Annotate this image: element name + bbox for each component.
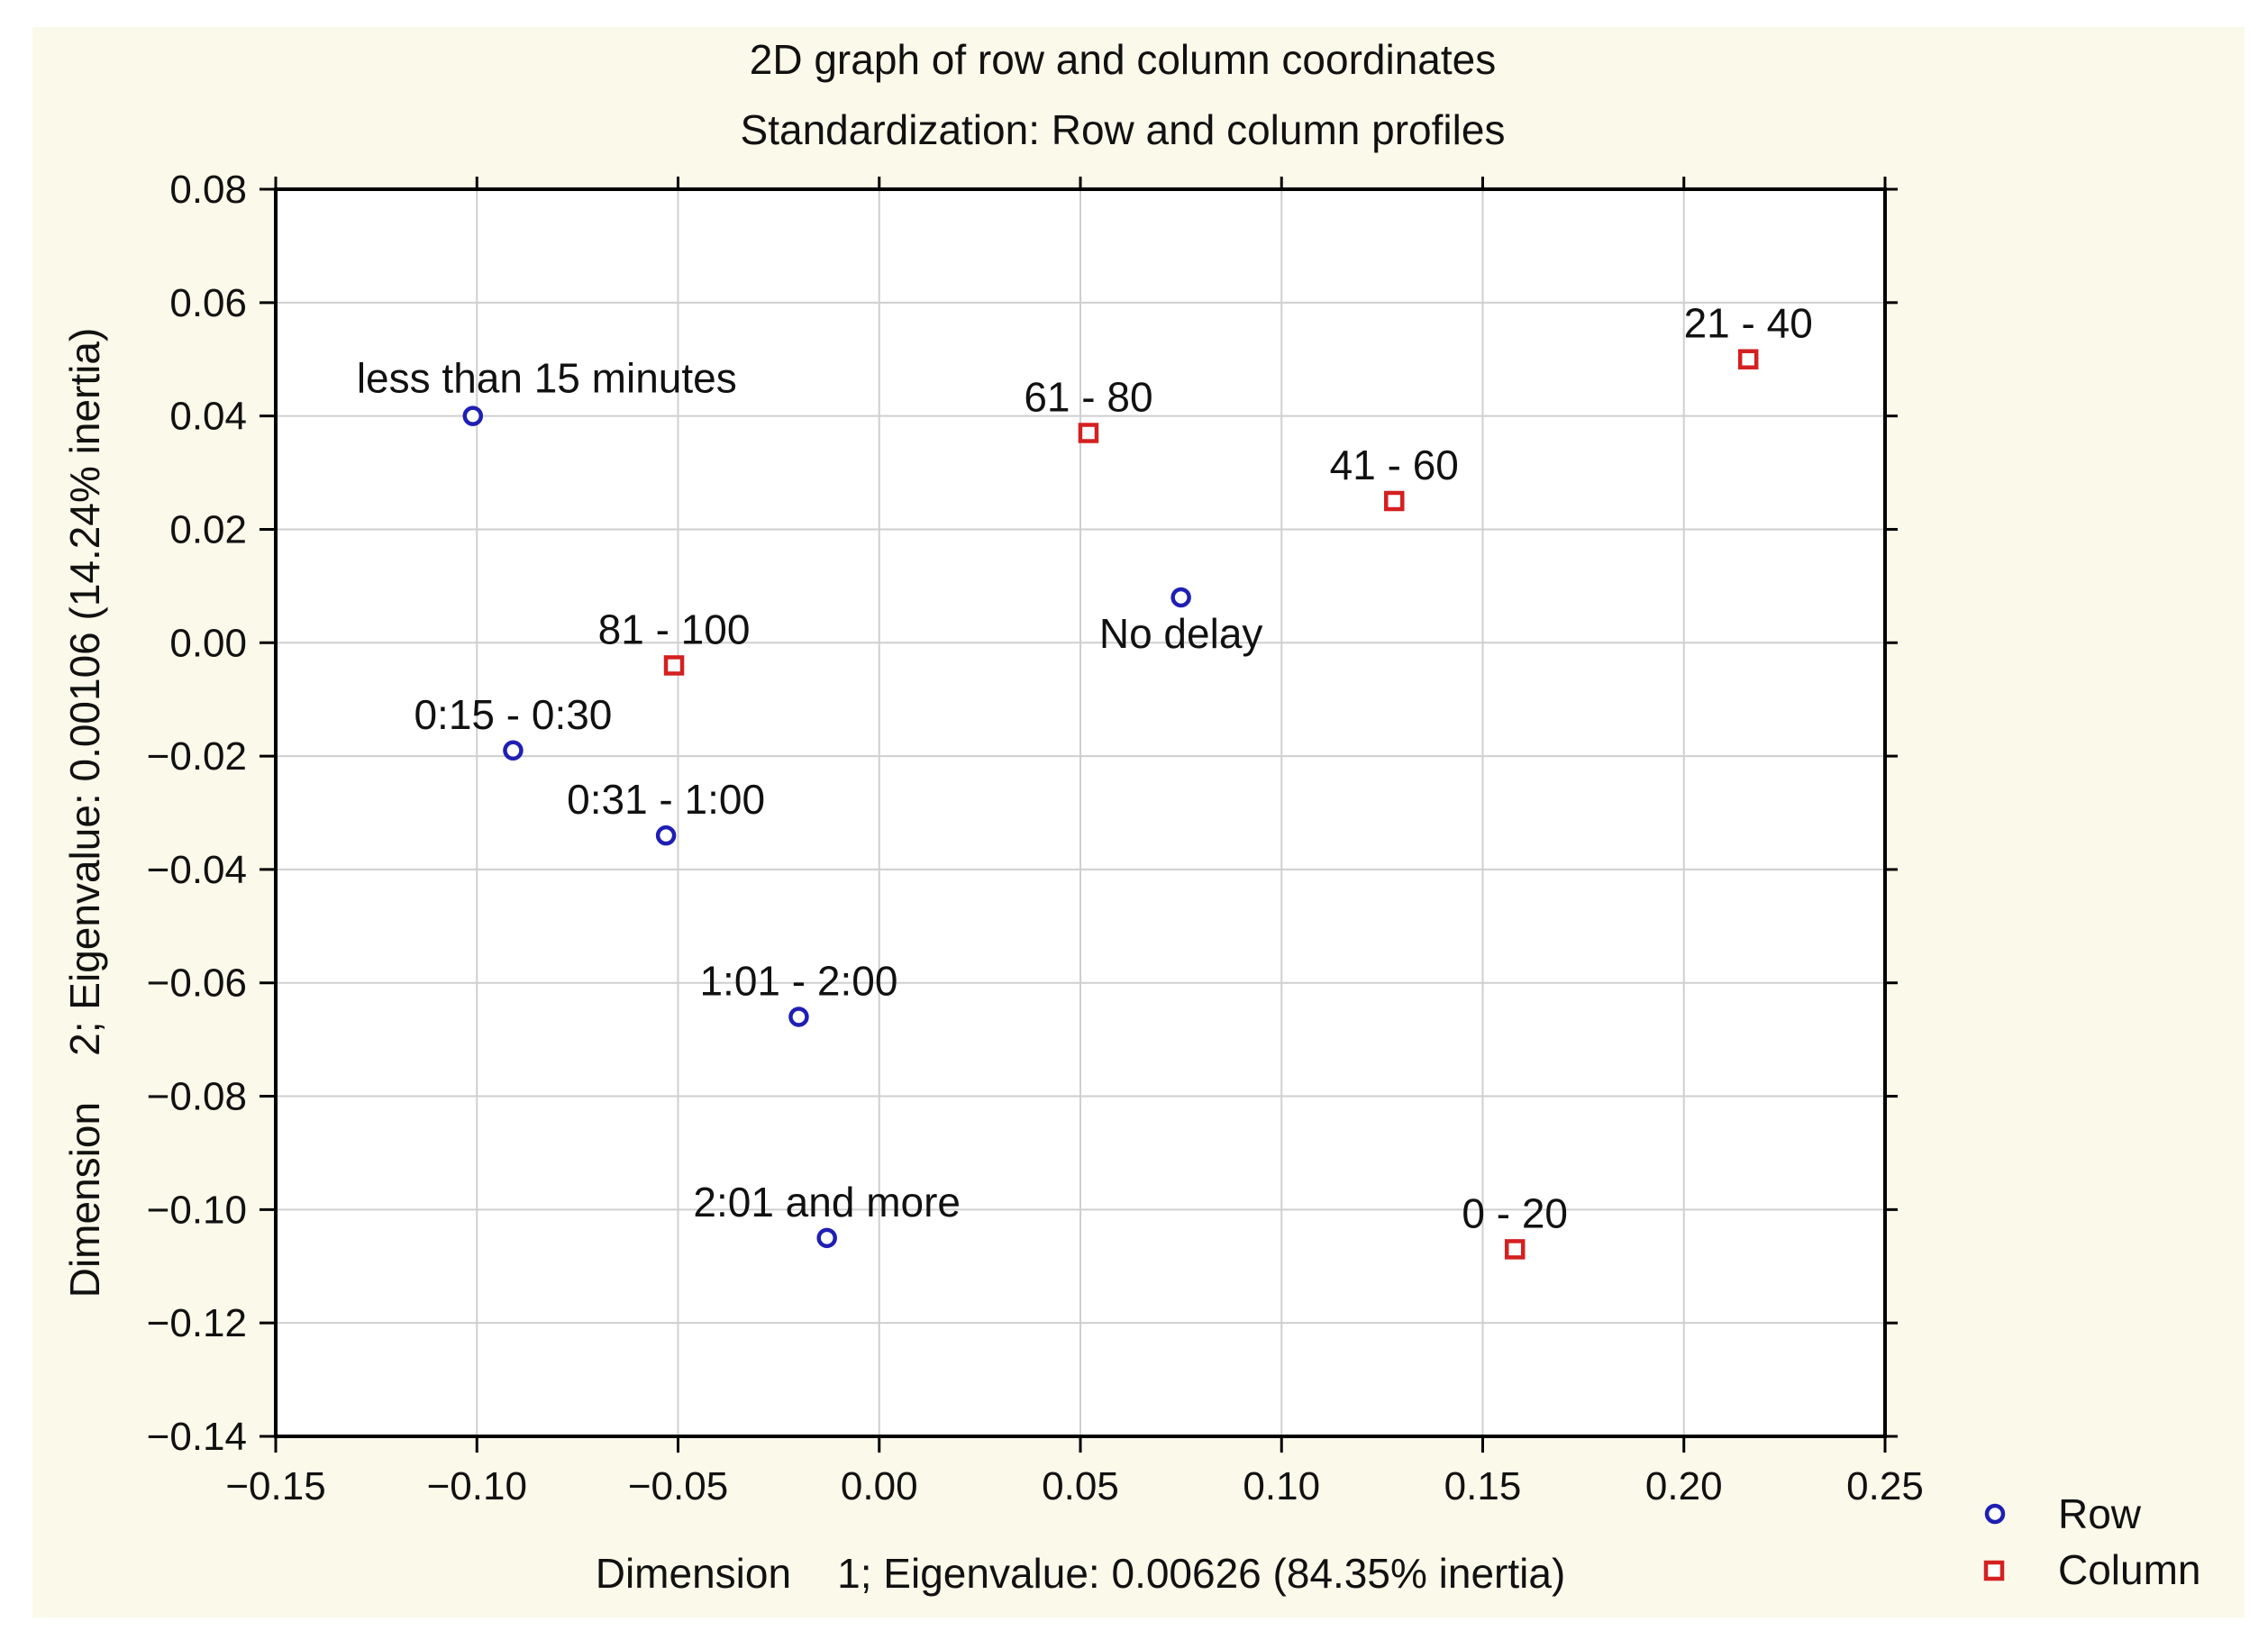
column-point bbox=[663, 655, 685, 676]
column-point-label: 0 - 20 bbox=[1462, 1189, 1568, 1236]
legend-row-label: Row bbox=[2058, 1490, 2142, 1537]
x-tick-label: 0.25 bbox=[1846, 1464, 1924, 1508]
row-point bbox=[462, 405, 484, 426]
x-tick-label: 0.05 bbox=[1042, 1464, 1119, 1508]
column-point-label: 61 - 80 bbox=[1024, 374, 1152, 421]
y-tick-label: 0.08 bbox=[169, 168, 247, 212]
y-axis-label: Dimension 2; Eigenvalue: 0.00106 (14.24%… bbox=[61, 328, 108, 1298]
column-point bbox=[1384, 490, 1405, 512]
y-tick-label: −0.04 bbox=[147, 848, 247, 892]
chart-title: 2D graph of row and column coordinates bbox=[750, 36, 1496, 83]
y-tick-label: −0.10 bbox=[147, 1188, 247, 1232]
legend-column-marker-icon bbox=[1983, 1560, 2005, 1581]
legend-row-marker-icon bbox=[1984, 1503, 2006, 1525]
legend: Row Column bbox=[1983, 1490, 2201, 1593]
row-point bbox=[503, 740, 524, 761]
x-tick-label: −0.10 bbox=[427, 1464, 527, 1508]
row-point-label: 0:31 - 1:00 bbox=[567, 776, 765, 823]
row-point-label: 0:15 - 0:30 bbox=[414, 691, 612, 738]
y-tick-label: 0.02 bbox=[169, 507, 247, 551]
y-tick-label: 0.00 bbox=[169, 621, 247, 665]
y-tick-label: −0.12 bbox=[147, 1301, 247, 1345]
y-tick-label: −0.14 bbox=[147, 1415, 247, 1459]
row-point-label: 2:01 and more bbox=[693, 1179, 961, 1225]
row-point-label: 1:01 - 2:00 bbox=[699, 957, 897, 1004]
column-point bbox=[1504, 1239, 1526, 1260]
row-point bbox=[816, 1227, 837, 1249]
x-tick-label: 0.10 bbox=[1243, 1464, 1320, 1508]
x-tick-label: −0.15 bbox=[225, 1464, 325, 1508]
column-point-label: 41 - 60 bbox=[1330, 442, 1459, 488]
plot-border bbox=[274, 187, 1887, 1438]
y-tick-label: −0.02 bbox=[147, 734, 247, 779]
y-tick-label: 0.04 bbox=[169, 395, 247, 439]
x-tick-label: 0.20 bbox=[1645, 1464, 1723, 1508]
y-tick-label: −0.06 bbox=[147, 961, 247, 1006]
grid-lines bbox=[276, 189, 1885, 1436]
row-point bbox=[788, 1007, 809, 1027]
x-axis-label: Dimension 1; Eigenvalue: 0.00626 (84.35%… bbox=[596, 1550, 1566, 1597]
column-point bbox=[1078, 423, 1099, 443]
x-tick-label: −0.05 bbox=[628, 1464, 728, 1508]
row-point-label: No delay bbox=[1099, 610, 1263, 657]
x-tick-label: 0.00 bbox=[841, 1464, 918, 1508]
row-point bbox=[1170, 587, 1191, 608]
y-tick-label: −0.08 bbox=[147, 1075, 247, 1119]
x-tick-label: 0.15 bbox=[1444, 1464, 1522, 1508]
axis-ticks: −0.15 −0.10 −0.05 0.00 0.05 0.10 0.15 0.20 0.25 0… bbox=[147, 168, 1924, 1508]
row-point-label: less than 15 minutes bbox=[357, 355, 737, 402]
column-point bbox=[1737, 349, 1759, 369]
legend-column-label: Column bbox=[2058, 1546, 2201, 1593]
column-point-label: 81 - 100 bbox=[598, 606, 751, 652]
chart-subtitle: Standardization: Row and column profiles bbox=[741, 106, 1506, 153]
y-tick-label: 0.06 bbox=[169, 281, 247, 325]
row-point bbox=[655, 825, 677, 846]
data-points: less than 15 minutes No delay 0:15 - 0:30 0… bbox=[357, 300, 1813, 1260]
column-point-label: 21 - 40 bbox=[1684, 300, 1813, 347]
